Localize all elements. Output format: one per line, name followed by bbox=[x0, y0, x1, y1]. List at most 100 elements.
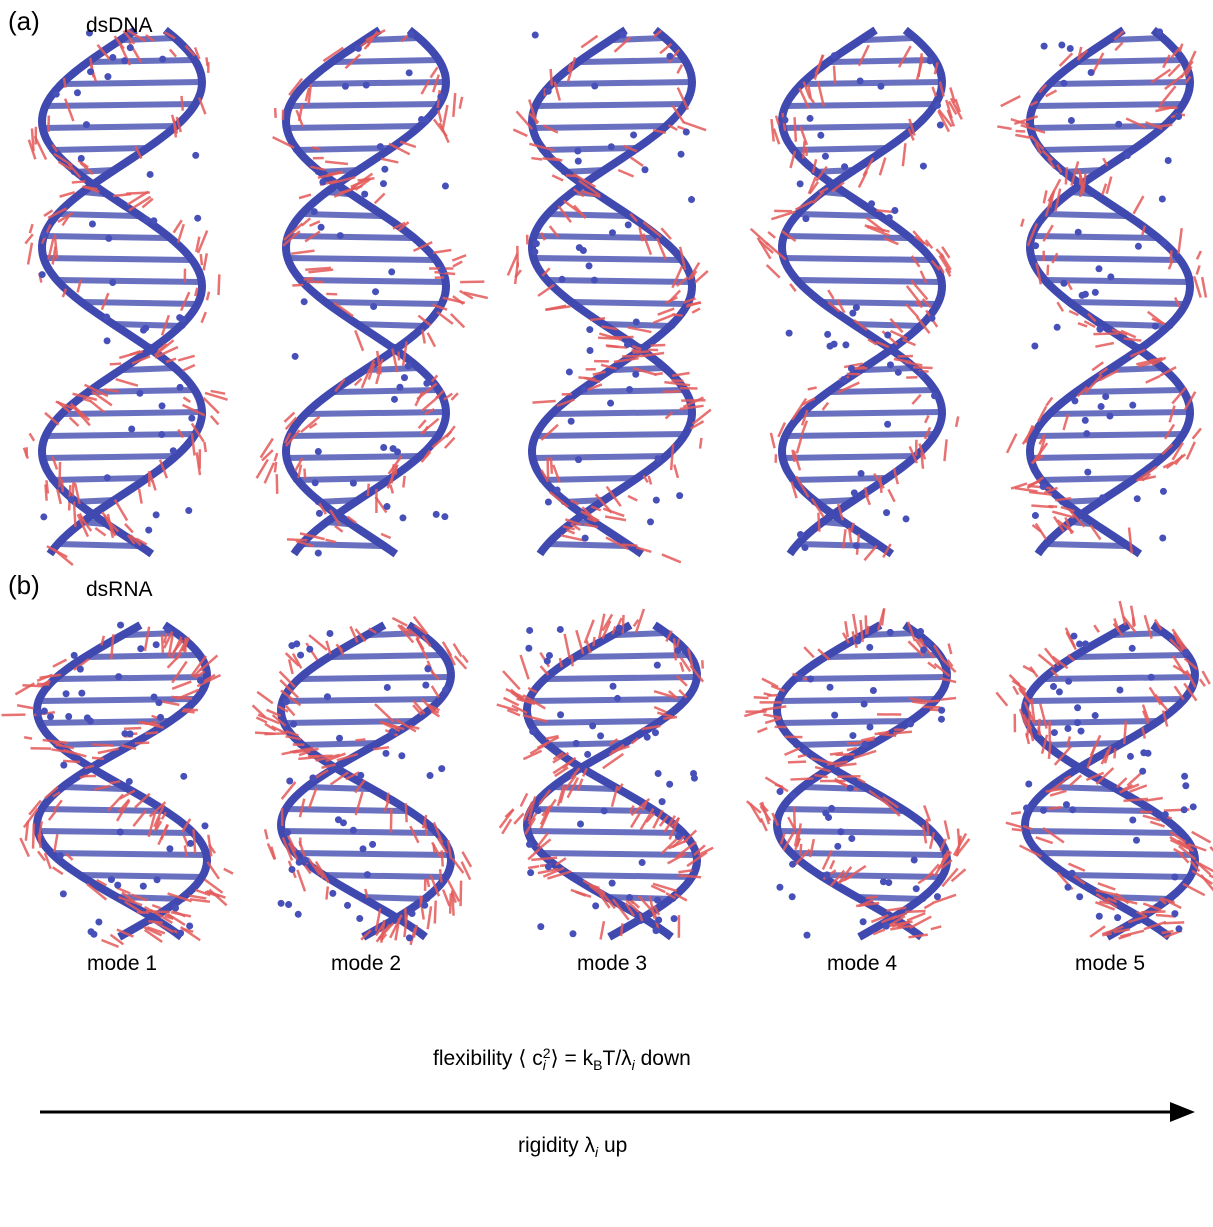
displacement-arrow bbox=[315, 753, 341, 762]
displacement-arrow bbox=[829, 859, 836, 870]
displacement-arrow bbox=[104, 388, 120, 393]
backbone bbox=[523, 621, 701, 941]
displacement-arrow bbox=[919, 270, 928, 284]
atom bbox=[670, 915, 678, 923]
displacement-arrow bbox=[53, 834, 59, 853]
displacement-arrow bbox=[836, 381, 860, 394]
base-pair bbox=[780, 233, 911, 241]
displacement-arrow bbox=[1173, 685, 1185, 701]
atom bbox=[1171, 873, 1179, 881]
displacement-arrow bbox=[55, 400, 75, 410]
displacement-arrow bbox=[255, 458, 269, 479]
base-pair bbox=[320, 872, 451, 880]
displacement-arrow bbox=[422, 425, 429, 434]
atom bbox=[1096, 325, 1104, 333]
displacement-arrow bbox=[449, 313, 466, 329]
base-pair bbox=[1108, 365, 1166, 373]
displacement-arrow bbox=[653, 705, 667, 714]
displacement-arrow bbox=[284, 416, 298, 431]
displacement-arrow bbox=[668, 817, 680, 840]
atom bbox=[117, 621, 125, 629]
displacement-arrow bbox=[1069, 509, 1086, 528]
atom bbox=[1159, 534, 1167, 542]
atom bbox=[532, 240, 540, 248]
displacement-arrow bbox=[251, 704, 266, 719]
displacement-arrow bbox=[679, 656, 692, 673]
displacement-arrow bbox=[44, 411, 60, 426]
base-pair bbox=[34, 828, 195, 836]
displacement-arrow bbox=[1050, 668, 1059, 678]
displacement-arrow bbox=[1153, 618, 1163, 631]
displacement-arrow bbox=[932, 644, 945, 661]
displacement-arrow bbox=[1056, 164, 1063, 174]
displacement-arrow bbox=[548, 225, 560, 238]
displacement-arrow bbox=[382, 721, 401, 733]
displacement-arrow bbox=[540, 469, 550, 483]
displacement-arrow bbox=[1167, 259, 1174, 270]
base-pair bbox=[577, 387, 688, 395]
displacement-arrow bbox=[1087, 312, 1097, 323]
panel-label: (a) bbox=[8, 6, 40, 36]
helix bbox=[997, 26, 1208, 558]
displacement-arrow bbox=[522, 694, 546, 710]
displacement-arrow bbox=[1045, 787, 1062, 793]
atom bbox=[666, 52, 674, 60]
displacement-arrow bbox=[590, 505, 602, 512]
displacement-arrow bbox=[907, 640, 925, 657]
displacement-arrow bbox=[283, 222, 304, 242]
displacement-arrow bbox=[1045, 89, 1058, 98]
displacement-arrow bbox=[1168, 405, 1176, 423]
displacement-arrow bbox=[810, 757, 833, 765]
displacement-arrow bbox=[1195, 250, 1203, 260]
displacement-arrow bbox=[843, 864, 867, 882]
displacement-arrow bbox=[1047, 740, 1052, 759]
displacement-arrow bbox=[821, 401, 830, 411]
displacement-arrow bbox=[790, 481, 798, 499]
displacement-arrow bbox=[865, 216, 886, 233]
displacement-arrow bbox=[1029, 666, 1039, 678]
atom bbox=[421, 901, 429, 909]
displacement-arrow bbox=[812, 191, 825, 204]
displacement-arrow bbox=[292, 747, 319, 754]
displacement-arrow bbox=[1200, 874, 1213, 892]
displacement-arrow bbox=[182, 396, 192, 403]
atom bbox=[1139, 767, 1147, 775]
displacement-arrow bbox=[753, 695, 769, 700]
base-pair bbox=[778, 806, 906, 814]
displacement-arrow bbox=[865, 625, 870, 635]
displacement-arrow bbox=[195, 452, 202, 476]
displacement-arrow bbox=[1089, 925, 1106, 938]
displacement-arrow bbox=[1187, 842, 1207, 852]
text: down bbox=[634, 1047, 691, 1070]
displacement-arrow bbox=[82, 397, 92, 403]
atom bbox=[1039, 483, 1047, 491]
displacement-arrow bbox=[307, 787, 318, 809]
displacement-arrow bbox=[281, 836, 294, 861]
displacement-arrow bbox=[771, 210, 796, 221]
displacement-arrow bbox=[807, 386, 817, 391]
displacement-arrow bbox=[1115, 777, 1128, 789]
atom bbox=[652, 927, 660, 935]
sup: 2 bbox=[542, 1044, 551, 1061]
base-pair bbox=[331, 57, 442, 65]
displacement-arrow bbox=[1030, 698, 1036, 724]
displacement-arrow bbox=[1043, 486, 1058, 495]
displacement-arrow bbox=[1170, 46, 1181, 59]
displacement-arrow bbox=[460, 861, 472, 881]
displacement-arrow bbox=[360, 929, 372, 941]
displacement-arrow bbox=[51, 246, 57, 265]
atom bbox=[88, 220, 96, 228]
atom bbox=[850, 489, 858, 497]
atom bbox=[442, 686, 450, 694]
atom bbox=[666, 780, 674, 788]
atom bbox=[589, 722, 597, 730]
displacement-arrow bbox=[667, 852, 687, 865]
atom bbox=[574, 157, 582, 165]
atom bbox=[654, 896, 662, 904]
displacement-arrow bbox=[1038, 83, 1048, 94]
atom bbox=[655, 916, 663, 924]
displacement-arrow bbox=[172, 219, 183, 234]
displacement-arrow bbox=[407, 627, 421, 640]
displacement-arrow bbox=[1083, 320, 1096, 329]
displacement-arrow bbox=[927, 863, 940, 878]
